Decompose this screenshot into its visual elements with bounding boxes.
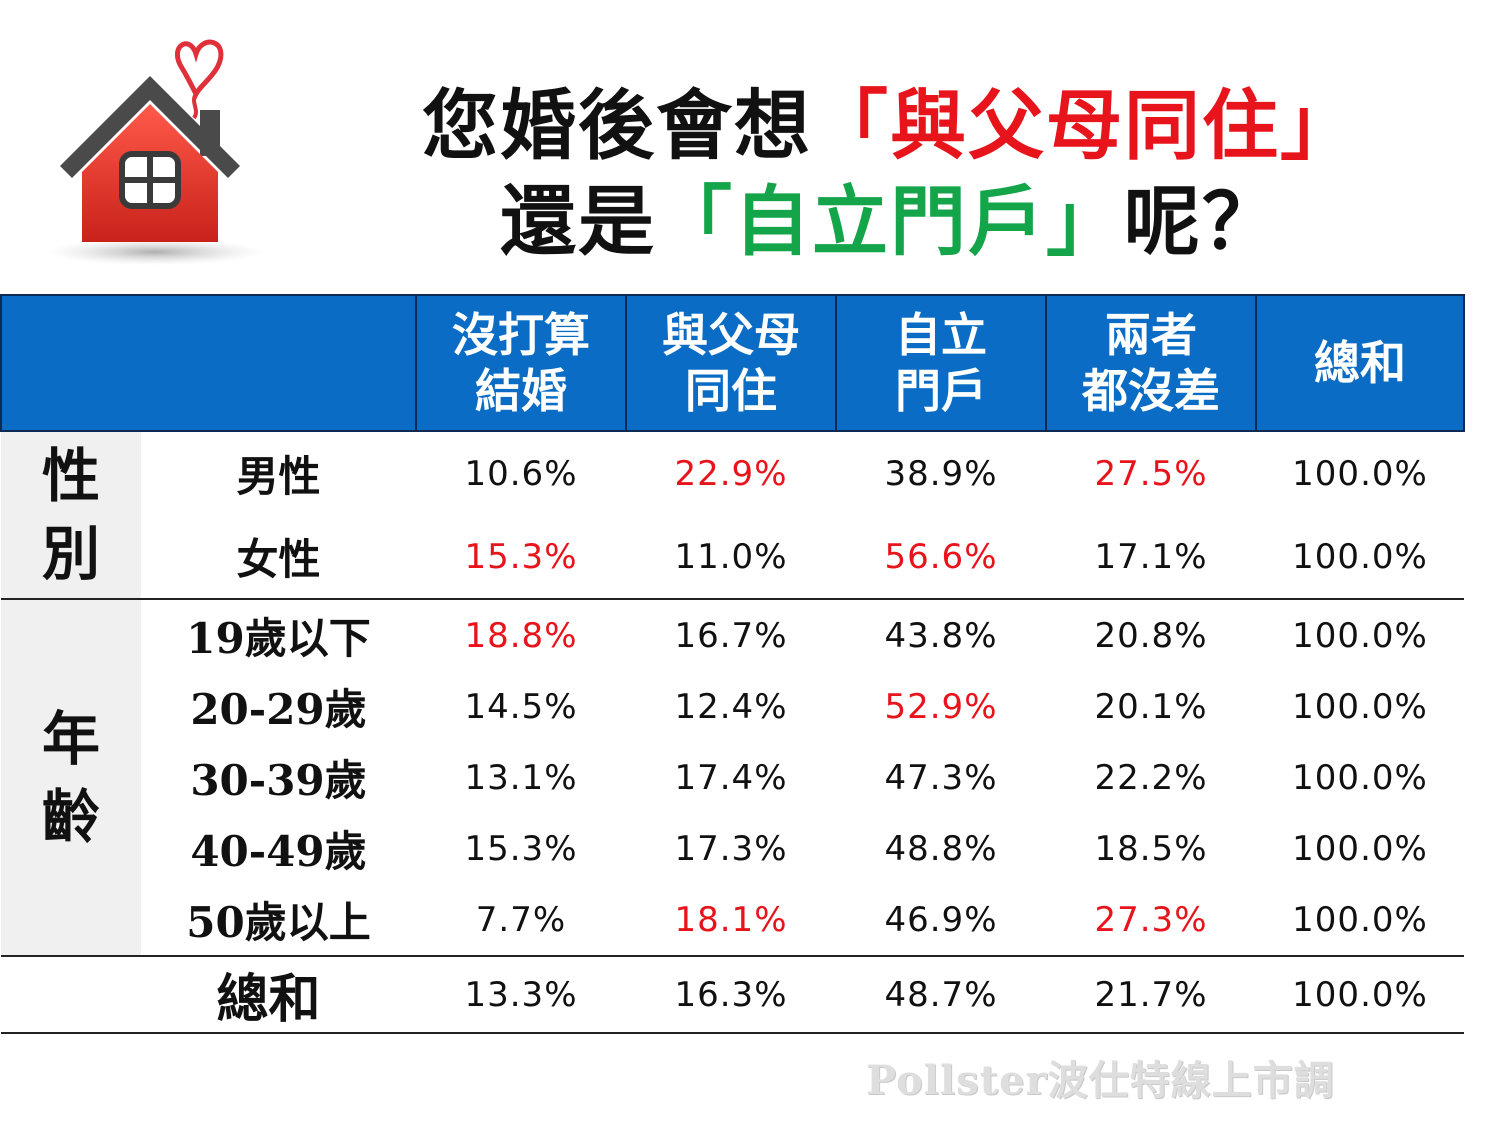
cell-age-50-plus-no-marriage-plan: 7.7% [475, 899, 567, 940]
row-label-age-20-29: 20-29歲 [190, 685, 367, 734]
cell-male-either-fine: 27.5% [1094, 453, 1208, 494]
cell-age-under-19-total: 100.0% [1256, 598, 1464, 671]
cell-female-either-fine: 17.1% [1094, 536, 1208, 577]
cell-age-40-49-live-independently: 48.8% [884, 828, 998, 869]
cell-age-under-19-no-marriage-plan: 18.8% [416, 598, 626, 671]
title-line2-highlight: 「自立門戶」 [656, 177, 1124, 266]
cell-male-total: 100.0% [1292, 453, 1428, 494]
row-label-female: 女性 [236, 535, 321, 584]
title-line-1: 您婚後會想「與父母同住」 [300, 78, 1480, 174]
cell-male-no-marriage-plan: 10.6% [464, 453, 578, 494]
table-header-row: 沒打算 結婚 與父母 同住 自立 門戶 兩者 都沒差 總和 [0, 294, 1465, 432]
table-row: 性別 男性 10.6% 22.9% 38.9% 27.5% 100.0% [1, 431, 1464, 599]
cell-age-40-49-no-marriage-plan: 15.3% [464, 828, 578, 869]
cell-age-30-39-no-marriage-plan: 13.1% [464, 757, 578, 798]
cell-total-no-marriage-plan: 13.3% [416, 955, 626, 1034]
cell-female-live-independently: 56.6% [884, 536, 998, 577]
header-live-independently: 自立 門戶 [835, 294, 1047, 432]
row-label-age-50-plus: 50歲以上 [186, 898, 371, 947]
cell-age-50-plus-either-fine: 27.3% [1094, 899, 1208, 940]
group-label-age: 年齡 [1, 598, 141, 956]
cell-female-no-marriage-plan: 15.3% [464, 536, 578, 577]
title-line1-highlight: 「與父母同住」 [812, 81, 1358, 170]
cell-total-either-fine: 21.7% [1046, 955, 1256, 1034]
cell-age-under-19-live-with-parents: 16.7% [626, 598, 836, 671]
table-row-total: 總和 13.3% 16.3% 48.7% 21.7% 100.0% [1, 955, 1464, 1034]
cell-age-40-49-either-fine: 18.5% [1094, 828, 1208, 869]
title: 您婚後會想「與父母同住」 還是「自立門戶」呢？ [300, 78, 1480, 270]
survey-table: 沒打算 結婚 與父母 同住 自立 門戶 兩者 都沒差 總和 性別 男性 10.6% 22.9%… [0, 294, 1465, 1034]
row-label-total: 總和 [1, 955, 416, 1034]
table-row: 40-49歲 15.3% 17.3% 48.8% 18.5% 100.0% [1, 813, 1464, 884]
title-line2-prefix: 還是 [500, 177, 656, 266]
cell-age-30-39-total: 100.0% [1292, 757, 1428, 798]
cell-age-20-29-live-independently: 52.9% [884, 686, 998, 727]
title-line-2: 還是「自立門戶」呢？ [300, 174, 1480, 270]
title-line2-suffix: 呢？ [1124, 177, 1280, 266]
cell-age-30-39-either-fine: 22.2% [1094, 757, 1208, 798]
table-row: 年齡 19歲以下 18.8% 16.7% 43.8% 20.8% 100.0% [1, 598, 1464, 956]
cell-total-live-independently: 48.7% [836, 955, 1046, 1034]
cell-age-30-39-live-independently: 47.3% [884, 757, 998, 798]
header-total: 總和 [1255, 294, 1465, 432]
cell-age-under-19-live-independently: 43.8% [836, 598, 1046, 671]
cell-age-40-49-live-with-parents: 17.3% [674, 828, 788, 869]
header-corner [0, 294, 417, 432]
cell-age-20-29-either-fine: 20.1% [1094, 686, 1208, 727]
cell-female-total: 100.0% [1292, 536, 1428, 577]
cell-total-live-with-parents: 16.3% [626, 955, 836, 1034]
house-with-heart-icon [47, 39, 263, 265]
cell-total-total: 100.0% [1256, 955, 1464, 1034]
cell-age-50-plus-live-with-parents: 18.1% [674, 899, 788, 940]
row-label-male: 男性 [236, 452, 321, 501]
header-live-with-parents: 與父母 同住 [625, 294, 837, 432]
table-row: 50歲以上 7.7% 18.1% 46.9% 27.3% 100.0% [1, 884, 1464, 956]
cell-age-30-39-live-with-parents: 17.4% [674, 757, 788, 798]
cell-female-live-with-parents: 11.0% [674, 536, 788, 577]
table-row: 女性 15.3% 11.0% 56.6% 17.1% 100.0% [1, 515, 1464, 599]
watermark-pollster: Pollster波仕特線上市調 [866, 1057, 1335, 1104]
cell-age-50-plus-total: 100.0% [1292, 899, 1428, 940]
table-row: 20-29歲 14.5% 12.4% 52.9% 20.1% 100.0% [1, 671, 1464, 742]
header-either-fine: 兩者 都沒差 [1045, 294, 1257, 432]
header-no-marriage-plan: 沒打算 結婚 [415, 294, 627, 432]
row-label-age-30-39: 30-39歲 [190, 756, 367, 805]
cell-age-20-29-total: 100.0% [1292, 686, 1428, 727]
cell-male-live-with-parents: 22.9% [674, 453, 788, 494]
title-line1-prefix: 您婚後會想 [422, 81, 812, 170]
cell-age-20-29-no-marriage-plan: 14.5% [464, 686, 578, 727]
row-label-age-under-19: 19歲以下 [141, 598, 416, 671]
row-label-age-40-49: 40-49歲 [190, 827, 367, 876]
cell-male-live-independently: 38.9% [884, 453, 998, 494]
cell-age-under-19-either-fine: 20.8% [1046, 598, 1256, 671]
group-label-gender: 性別 [1, 431, 141, 599]
cell-age-50-plus-live-independently: 46.9% [884, 899, 998, 940]
table-row: 30-39歲 13.1% 17.4% 47.3% 22.2% 100.0% [1, 742, 1464, 813]
cell-age-20-29-live-with-parents: 12.4% [674, 686, 788, 727]
cell-age-40-49-total: 100.0% [1292, 828, 1428, 869]
